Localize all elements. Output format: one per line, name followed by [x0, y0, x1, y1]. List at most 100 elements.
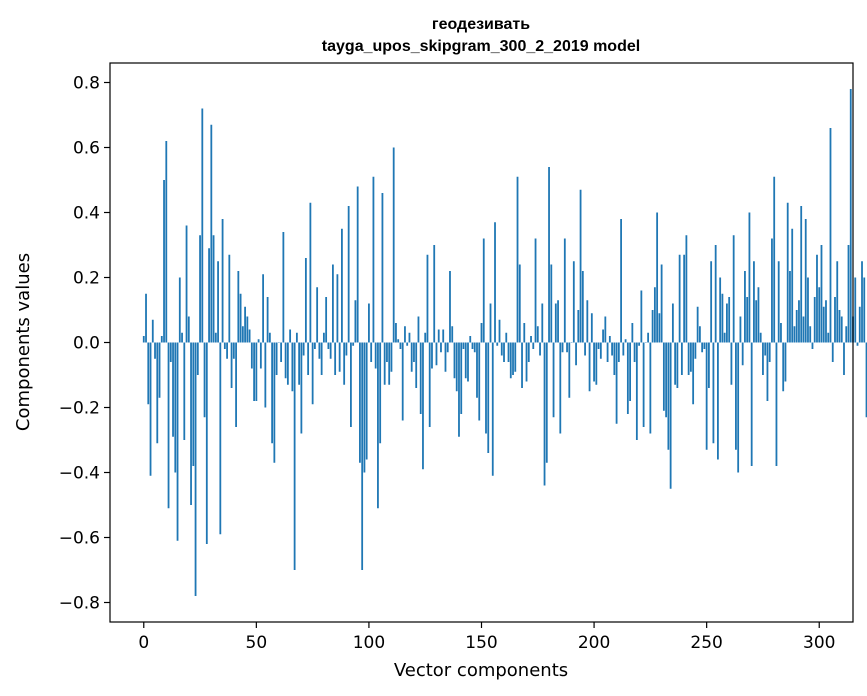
bar-137: [451, 326, 454, 343]
bar-50: [255, 342, 258, 401]
bar-313: [847, 245, 850, 343]
bar-72: [304, 258, 307, 343]
bar-187: [563, 238, 566, 343]
bar-181: [550, 264, 553, 343]
bar-56: [268, 332, 271, 343]
x-tick-label: 100: [353, 633, 385, 653]
bar-117: [406, 342, 409, 346]
bar-245: [694, 342, 697, 359]
bar-36: [223, 342, 226, 349]
bar-156: [494, 222, 496, 343]
bar-42: [237, 271, 240, 343]
bar-224: [647, 332, 650, 343]
y-axis-ticks: −0.8 −0.6 −0.4 −0.2 0.0 0.2 0.4 0.6 0.8: [59, 74, 110, 614]
bar-206: [606, 342, 609, 362]
bar-191: [572, 261, 575, 343]
y-tick-label: 0.4: [73, 204, 100, 224]
bar-139: [455, 342, 458, 392]
bar-208: [611, 342, 613, 356]
y-tick-label: −0.6: [59, 529, 100, 549]
bar-249: [703, 342, 706, 349]
bar-3: [149, 342, 152, 476]
bar-58: [273, 342, 276, 463]
bar-166: [516, 176, 519, 343]
bar-307: [834, 297, 836, 343]
bar-231: [662, 342, 665, 411]
y-tick-label: 0.0: [73, 334, 100, 354]
bar-189: [568, 342, 571, 398]
bar-252: [710, 261, 713, 343]
bar-198: [588, 342, 591, 392]
bar-220: [638, 342, 641, 346]
bar-24: [196, 342, 199, 375]
bar-283: [780, 323, 782, 343]
bar-38: [228, 254, 231, 343]
bar-66: [291, 342, 294, 392]
bar-152: [485, 342, 487, 434]
bar-246: [696, 306, 699, 343]
bar-141: [460, 342, 463, 414]
bar-272: [755, 300, 758, 343]
chart-title-line-2: tayga_upos_skipgram_300_2_2019 model: [322, 38, 640, 55]
bar-85: [334, 342, 337, 375]
bar-132: [440, 342, 442, 353]
bar-314: [849, 89, 852, 343]
bar-40: [232, 342, 235, 359]
bar-105: [379, 342, 382, 444]
bar-25: [199, 235, 201, 343]
bar-269: [748, 212, 751, 343]
bar-100: [368, 303, 370, 343]
bar-243: [689, 342, 692, 372]
bar-225: [649, 342, 652, 434]
x-tick-label: 150: [465, 633, 497, 653]
bar-94: [354, 300, 357, 343]
bar-83: [329, 342, 332, 359]
bar-155: [491, 342, 494, 476]
bar-112: [395, 323, 397, 343]
bar-26: [201, 108, 204, 343]
bar-277: [766, 342, 769, 401]
bar-286: [786, 202, 789, 343]
bar-182: [552, 342, 555, 418]
bar-297: [811, 342, 814, 349]
bar-90: [345, 342, 348, 356]
bar-89: [343, 342, 346, 385]
bar-33: [217, 261, 219, 343]
bar-294: [804, 219, 807, 343]
bar-226: [651, 310, 654, 343]
bar-250: [705, 342, 708, 450]
bar-318: [858, 306, 861, 343]
bar-196: [584, 342, 586, 356]
bar-253: [712, 342, 715, 444]
bar-268: [746, 297, 749, 343]
y-tick-label: −0.2: [59, 399, 100, 419]
bar-52: [259, 342, 262, 369]
bar-242: [687, 342, 690, 375]
bar-103: [374, 342, 377, 369]
bar-76: [313, 342, 316, 349]
bar-317: [856, 342, 859, 346]
bar-300: [818, 287, 821, 343]
bar-308: [836, 261, 839, 343]
bar-161: [505, 332, 508, 343]
bar-32: [214, 332, 217, 343]
bar-6: [156, 342, 159, 444]
bar-68: [295, 332, 298, 343]
bar-264: [737, 342, 740, 473]
bar-202: [597, 342, 600, 349]
bar-164: [512, 342, 514, 375]
bar-293: [802, 316, 805, 343]
bar-13: [172, 342, 174, 437]
bar-80: [322, 332, 325, 343]
bar-289: [793, 326, 796, 343]
bar-2: [147, 342, 150, 405]
bar-67: [293, 342, 296, 570]
bar-144: [467, 342, 469, 382]
bar-57: [271, 342, 274, 444]
bar-280: [773, 176, 776, 343]
x-axis-ticks: 0 50 100 150 200 250 300: [138, 622, 835, 653]
bar-131: [437, 329, 440, 343]
bar-5: [154, 342, 156, 359]
bar-217: [631, 323, 634, 343]
bar-124: [422, 342, 424, 470]
